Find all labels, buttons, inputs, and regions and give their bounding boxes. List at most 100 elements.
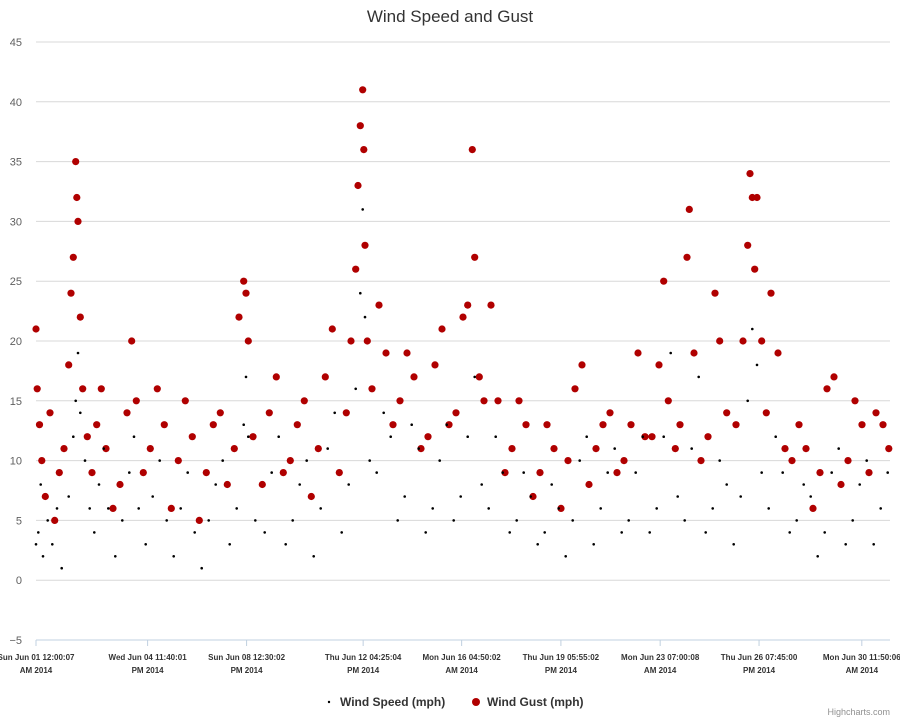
wind-speed-point[interactable] xyxy=(648,531,651,534)
wind-speed-point[interactable] xyxy=(368,459,372,462)
wind-speed-point[interactable] xyxy=(319,507,323,510)
wind-gust-point[interactable] xyxy=(174,457,182,465)
wind-gust-point[interactable] xyxy=(51,516,59,525)
wind-gust-point[interactable] xyxy=(431,361,439,369)
wind-speed-point[interactable] xyxy=(39,483,42,486)
wind-speed-point[interactable] xyxy=(571,519,574,522)
wind-speed-point[interactable] xyxy=(592,543,595,546)
wind-gust-point[interactable] xyxy=(153,385,161,393)
wind-speed-point[interactable] xyxy=(522,471,525,474)
wind-speed-point[interactable] xyxy=(67,495,70,498)
wind-speed-point[interactable] xyxy=(172,555,175,558)
wind-speed-point[interactable] xyxy=(620,531,623,534)
wind-speed-point[interactable] xyxy=(760,471,763,474)
wind-speed-point[interactable] xyxy=(72,435,75,439)
wind-gust-point[interactable] xyxy=(685,205,693,213)
wind-gust-point[interactable] xyxy=(781,445,789,453)
wind-speed-point[interactable] xyxy=(697,375,700,379)
wind-speed-point[interactable] xyxy=(214,483,217,486)
wind-speed-point[interactable] xyxy=(858,483,861,486)
wind-speed-point[interactable] xyxy=(886,471,889,474)
wind-gust-point[interactable] xyxy=(65,361,73,369)
wind-speed-point[interactable] xyxy=(466,435,470,439)
wind-gust-point[interactable] xyxy=(823,385,831,393)
wind-speed-point[interactable] xyxy=(144,543,147,546)
wind-speed-point[interactable] xyxy=(732,543,735,546)
wind-speed-point[interactable] xyxy=(79,411,82,415)
wind-speed-point[interactable] xyxy=(830,471,833,474)
credits-link[interactable]: Highcharts.com xyxy=(827,707,890,717)
wind-gust-point[interactable] xyxy=(802,445,810,453)
wind-speed-point[interactable] xyxy=(606,471,609,474)
wind-speed-point[interactable] xyxy=(816,555,819,558)
wind-speed-point[interactable] xyxy=(718,459,721,462)
wind-speed-point[interactable] xyxy=(382,411,386,415)
wind-speed-point[interactable] xyxy=(83,459,87,462)
wind-gust-point[interactable] xyxy=(293,421,301,429)
wind-gust-point[interactable] xyxy=(403,349,411,357)
wind-speed-point[interactable] xyxy=(515,519,518,522)
wind-speed-point[interactable] xyxy=(508,531,512,534)
wind-speed-point[interactable] xyxy=(774,435,777,439)
wind-gust-point[interactable] xyxy=(361,241,369,249)
wind-gust-point[interactable] xyxy=(389,421,397,429)
wind-gust-point[interactable] xyxy=(634,349,642,357)
wind-speed-point[interactable] xyxy=(809,495,812,498)
wind-speed-point[interactable] xyxy=(487,507,491,510)
wind-speed-point[interactable] xyxy=(494,435,498,439)
wind-gust-point[interactable] xyxy=(452,409,460,417)
wind-gust-point[interactable] xyxy=(732,421,740,429)
wind-speed-point[interactable] xyxy=(34,543,38,546)
wind-gust-point[interactable] xyxy=(32,325,40,333)
wind-gust-point[interactable] xyxy=(382,349,390,357)
wind-speed-point[interactable] xyxy=(564,555,567,558)
wind-speed-point[interactable] xyxy=(228,543,231,546)
wind-gust-point[interactable] xyxy=(438,325,446,333)
wind-gust-point[interactable] xyxy=(774,349,782,357)
wind-speed-point[interactable] xyxy=(221,459,224,462)
wind-speed-point[interactable] xyxy=(543,531,546,534)
wind-speed-point[interactable] xyxy=(473,375,477,379)
wind-gust-point[interactable] xyxy=(410,373,418,381)
wind-speed-point[interactable] xyxy=(627,519,630,522)
wind-speed-point[interactable] xyxy=(41,555,45,558)
wind-gust-point[interactable] xyxy=(599,421,607,429)
wind-gust-point[interactable] xyxy=(286,457,294,465)
wind-gust-point[interactable] xyxy=(347,337,355,345)
wind-speed-point[interactable] xyxy=(403,495,407,498)
wind-speed-point[interactable] xyxy=(683,519,686,522)
wind-speed-point[interactable] xyxy=(361,208,365,211)
wind-speed-point[interactable] xyxy=(151,495,154,498)
wind-gust-point[interactable] xyxy=(746,170,754,178)
wind-gust-point[interactable] xyxy=(321,373,329,381)
wind-gust-point[interactable] xyxy=(536,469,544,477)
wind-speed-point[interactable] xyxy=(438,459,442,462)
wind-gust-point[interactable] xyxy=(648,433,656,441)
wind-speed-point[interactable] xyxy=(137,507,140,510)
legend[interactable]: Wind Speed (mph) Wind Gust (mph) xyxy=(327,695,584,709)
wind-speed-point[interactable] xyxy=(802,483,805,486)
wind-gust-point[interactable] xyxy=(564,457,572,465)
wind-speed-point[interactable] xyxy=(844,543,847,546)
wind-speed-point[interactable] xyxy=(60,566,63,570)
wind-gust-point[interactable] xyxy=(72,158,80,166)
wind-gust-point[interactable] xyxy=(795,421,803,429)
wind-gust-point[interactable] xyxy=(758,337,766,345)
wind-gust-point[interactable] xyxy=(480,397,488,405)
wind-gust-point[interactable] xyxy=(356,122,364,130)
wind-gust-point[interactable] xyxy=(865,469,873,477)
wind-speed-point[interactable] xyxy=(452,519,456,522)
wind-speed-point[interactable] xyxy=(851,519,854,522)
wind-gust-point[interactable] xyxy=(342,409,350,417)
wind-speed-point[interactable] xyxy=(312,555,316,558)
wind-gust-point[interactable] xyxy=(851,397,859,405)
wind-speed-point[interactable] xyxy=(669,351,672,355)
wind-gust-point[interactable] xyxy=(655,361,663,369)
wind-gust-point[interactable] xyxy=(67,289,75,297)
wind-gust-point[interactable] xyxy=(620,457,628,465)
wind-gust-point[interactable] xyxy=(711,289,719,297)
wind-speed-point[interactable] xyxy=(788,531,791,534)
wind-gust-point[interactable] xyxy=(809,504,817,512)
wind-gust-point[interactable] xyxy=(188,433,196,441)
wind-gust-point[interactable] xyxy=(132,397,140,405)
